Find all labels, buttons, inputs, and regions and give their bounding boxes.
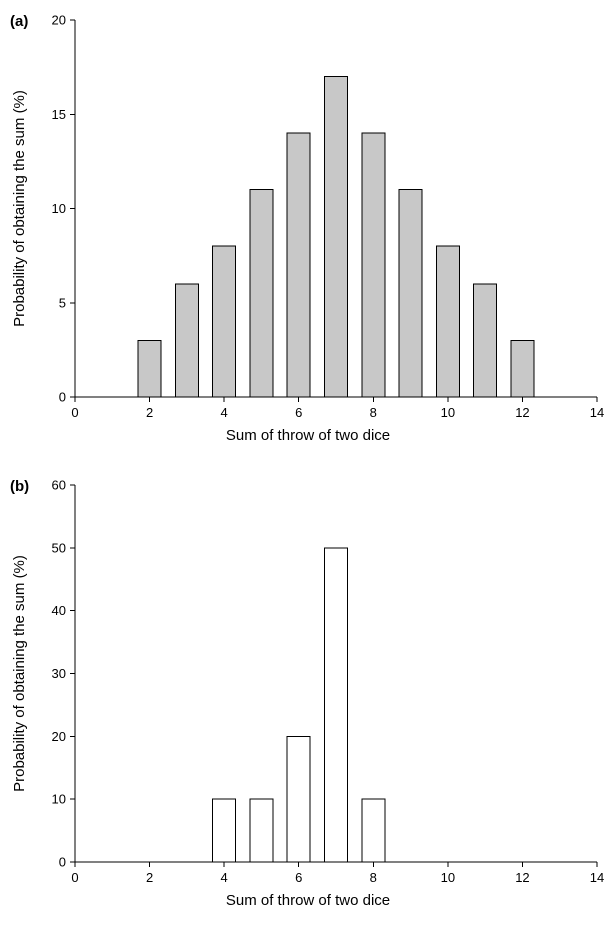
x-tick-label-a-8: 8	[370, 405, 377, 420]
bar-b-sum-5	[249, 798, 274, 863]
y-tick-label-b-20: 20	[52, 729, 66, 744]
bar-a-sum-4	[212, 245, 237, 398]
bar-a-sum-12	[510, 339, 535, 398]
bar-a-sum-8	[361, 132, 386, 398]
y-tick-label-b-40: 40	[52, 603, 66, 618]
x-axis-label-a: Sum of throw of two dice	[226, 427, 390, 444]
x-tick-label-b-10: 10	[441, 870, 455, 885]
x-tick-label-a-2: 2	[146, 405, 153, 420]
x-tick-label-b-8: 8	[370, 870, 377, 885]
x-tick-label-b-6: 6	[295, 870, 302, 885]
y-tick-label-a-15: 15	[52, 107, 66, 122]
y-tick-label-b-0: 0	[59, 855, 66, 870]
x-tick-label-b-14: 14	[590, 870, 604, 885]
y-tick-label-a-5: 5	[59, 295, 66, 310]
chart-panel-a: 0 5 10 15 20 0 2 4 6 8 10 12 14 Sum of throw of two d…	[10, 13, 604, 445]
bar-a-sum-6	[286, 132, 311, 398]
x-tick-label-a-14: 14	[590, 405, 604, 420]
x-tick-label-b-12: 12	[515, 870, 529, 885]
bar-a-sum-9	[398, 189, 423, 398]
bar-a-sum-5	[249, 189, 274, 398]
bar-a-sum-2	[137, 339, 162, 398]
x-tick-label-a-6: 6	[295, 405, 302, 420]
bar-b-sum-4	[212, 798, 237, 863]
bar-b-sum-7	[324, 547, 348, 863]
x-tick-label-b-0: 0	[71, 870, 78, 885]
x-tick-label-a-0: 0	[71, 405, 78, 420]
y-tick-label-b-50: 50	[52, 540, 66, 555]
x-tick-label-a-10: 10	[441, 405, 455, 420]
bar-b-sum-6	[286, 735, 311, 863]
y-tick-label-a-10: 10	[52, 201, 66, 216]
panel-label-a: (a)	[10, 13, 28, 30]
x-tick-label-b-4: 4	[221, 870, 228, 885]
x-axis-label-b: Sum of throw of two dice	[226, 892, 390, 909]
bar-a-sum-10	[435, 245, 460, 398]
y-tick-label-a-0: 0	[59, 390, 66, 405]
chart-panel-b: 0 10 20 30 40 50 60 0 2 4 6 8 10 12 14 Sum of throw of …	[10, 478, 604, 910]
bar-a-sum-7	[324, 76, 348, 398]
bar-a-sum-11	[473, 283, 498, 398]
bar-a-sum-3	[174, 283, 199, 398]
y-axis-label-a: Probability of obtaining the sum (%)	[11, 90, 28, 327]
bar-b-sum-8	[361, 798, 386, 863]
y-tick-label-a-20: 20	[52, 13, 66, 28]
x-tick-label-b-2: 2	[146, 870, 153, 885]
y-axis-label-b: Probability of obtaining the sum (%)	[11, 555, 28, 792]
y-tick-label-b-30: 30	[52, 666, 66, 681]
y-tick-label-b-10: 10	[52, 792, 66, 807]
y-tick-label-b-60: 60	[52, 478, 66, 493]
x-tick-label-a-12: 12	[515, 405, 529, 420]
panel-label-b: (b)	[10, 478, 29, 495]
x-tick-label-a-4: 4	[221, 405, 228, 420]
